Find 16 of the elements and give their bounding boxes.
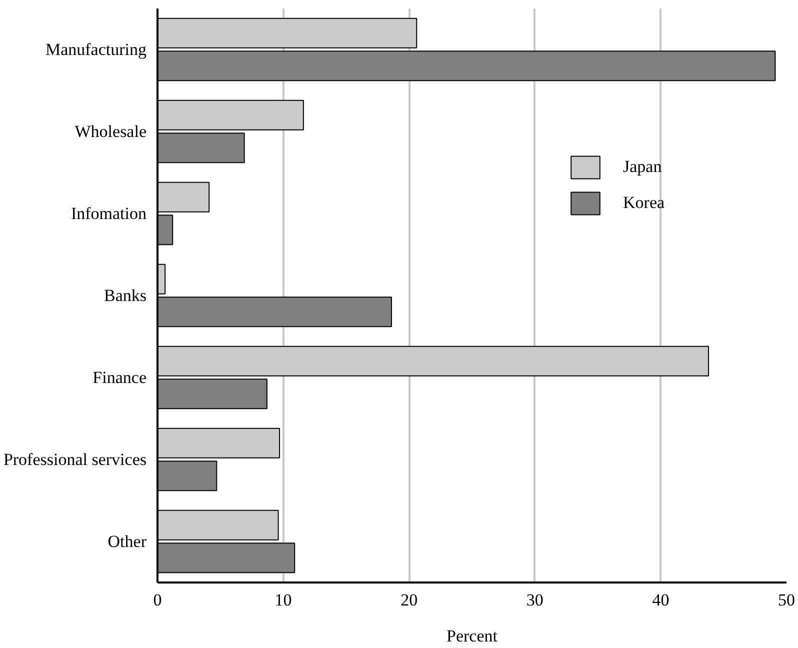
x-tick-label: 10 (274, 590, 292, 610)
y-tick-label: Infomation (70, 204, 147, 223)
y-tick-label: Other (108, 532, 147, 551)
x-tick-label: 40 (652, 590, 670, 610)
y-tick-label: Banks (104, 286, 146, 305)
legend-label: Japan (623, 157, 662, 177)
x-tick-label: 30 (526, 590, 544, 610)
x-tick-label: 20 (400, 590, 418, 610)
x-axis-title: Percent (446, 626, 498, 646)
legend-label: Korea (623, 193, 665, 213)
y-tick-label: Finance (92, 368, 147, 387)
x-tick-label: 0 (153, 590, 162, 610)
y-tick-label: Manufacturing (45, 40, 147, 59)
x-tick-label: 50 (778, 590, 795, 610)
y-tick-label: Wholesale (74, 122, 147, 141)
y-tick-label: Professional services (3, 450, 147, 469)
